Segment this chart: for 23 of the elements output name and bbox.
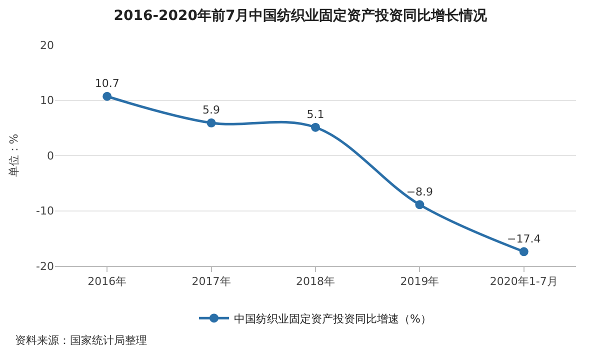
x-tick-label: 2016年 (88, 275, 127, 288)
x-tick-label: 2017年 (192, 275, 231, 288)
y-axis-title: 单位：% (8, 134, 21, 178)
point (102, 92, 112, 101)
point (415, 200, 424, 210)
x-tick-label: 2018年 (296, 275, 335, 288)
x-tick-label: 2019年 (400, 275, 440, 288)
legend-label: 中国纺织业固定资产投资同比增速（%） (234, 312, 432, 326)
x-tick-label: 2020年1-7月 (490, 275, 558, 288)
data-label: −17.4 (507, 232, 541, 246)
data-label: 10.7 (94, 77, 120, 90)
data-label: 5.1 (306, 108, 324, 121)
data-label: −8.9 (406, 185, 434, 198)
y-tick-label: 20 (40, 38, 54, 52)
y-tick-label: 10 (40, 94, 54, 108)
point (206, 118, 216, 128)
point (311, 122, 320, 132)
y-tick-label: 0 (47, 149, 54, 162)
y-tick-label: -20 (36, 260, 54, 273)
y-tick-label: -10 (36, 204, 54, 218)
data-label: 5.9 (202, 104, 220, 117)
chart-title: 2016-2020年前7月中国纺织业固定资产投资同比增长情况 (114, 7, 488, 24)
point (519, 247, 528, 256)
